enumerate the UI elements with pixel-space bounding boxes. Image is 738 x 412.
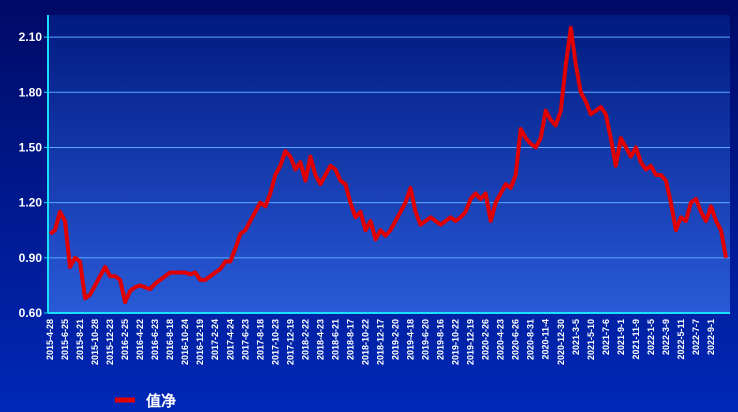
x-tick-label: 2019-12-19 [466,319,476,365]
y-tick-label: 1.50 [19,140,43,154]
line [48,25,728,304]
y-tick-label: 0.90 [19,251,43,265]
x-tick-label: 2018-6-21 [330,319,340,360]
x-tick-label: 2022-1-5 [646,319,656,355]
x-tick-label: 2016-10-24 [180,319,190,365]
x-tick-label: 2018-10-22 [360,319,370,365]
x-tick-label: 2020-11-4 [541,319,551,360]
x-tick-label: 2016-2-25 [120,319,130,360]
x-tick-label: 2020-8-31 [526,319,536,360]
x-tick-label: 2019-2-20 [391,319,401,360]
x-tick-label: 2018-4-23 [315,319,325,360]
x-tick-label: 2021-5-10 [586,319,596,360]
x-tick-label: 2020-6-26 [511,319,521,360]
x-tick-label: 2017-8-18 [255,319,265,360]
x-tick-label: 2016-4-22 [135,319,145,360]
y-tick-label: 1.20 [19,196,43,210]
x-tick-label: 2017-12-19 [285,319,295,365]
x-tick-label: 2020-12-30 [556,319,566,365]
x-tick-label: 2019-8-16 [436,319,446,360]
x-tick-label: 2020-2-26 [481,319,491,360]
x-tick-label: 2016-12-19 [195,319,205,365]
x-tick-label: 2018-12-17 [375,319,385,365]
x-tick-label: 2022-7-7 [691,319,701,355]
x-tick-label: 2021-3-5 [571,319,581,355]
x-tick-label: 2017-10-23 [270,319,280,365]
x-tick-label: 2018-2-22 [300,319,310,360]
x-tick-label: 2018-8-17 [345,319,355,360]
x-tick-label: 2022-3-9 [661,319,671,355]
x-tick-label: 2019-4-18 [406,319,416,360]
x-tick-label: 2017-4-24 [225,319,235,360]
x-tick-label: 2021-7-6 [601,319,611,355]
y-tick-label: 1.80 [19,85,43,99]
x-tick-label: 2015-10-28 [90,319,100,365]
y-tick-label: 2.10 [19,30,43,44]
x-tick-label: 2017-2-24 [210,319,220,360]
x-tick-label: 2015-8-21 [75,319,85,360]
x-tick-label: 2015-6-25 [60,319,70,360]
legend-label: 值净 [146,392,176,410]
y-tick-label: 0.60 [19,306,43,320]
plot-area [48,15,730,313]
x-tick-label: 2019-6-20 [421,319,431,360]
x-tick-label: 2021-11-9 [631,319,641,360]
x-tick-label: 2016-6-23 [150,319,160,360]
x-tick-label: 2015-4-28 [45,319,55,360]
x-tick-label: 2022-9-1 [706,319,716,355]
x-tick-label: 2015-12-23 [105,319,115,365]
x-tick-label: 2022-5-11 [676,319,686,360]
x-tick-label: 2016-8-18 [165,319,175,360]
x-tick-label: 2019-10-22 [451,319,461,365]
x-tick-label: 2021-9-1 [616,319,626,355]
x-tick-label: 2017-6-23 [240,319,250,360]
x-tick-label: 2020-4-23 [496,319,506,360]
